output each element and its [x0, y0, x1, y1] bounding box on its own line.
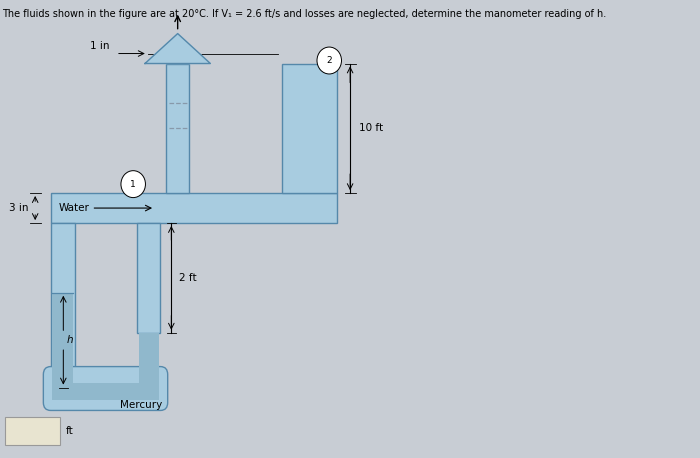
FancyBboxPatch shape	[282, 64, 337, 193]
Text: 1: 1	[130, 180, 136, 189]
Text: 2 ft: 2 ft	[178, 273, 196, 283]
FancyBboxPatch shape	[166, 64, 190, 193]
Text: ft: ft	[66, 426, 74, 436]
FancyBboxPatch shape	[50, 223, 75, 382]
Text: The fluids shown in the figure are at 20°C. If V₁ = 2.6 ft/s and losses are negl: The fluids shown in the figure are at 20…	[3, 9, 607, 19]
Circle shape	[121, 171, 146, 197]
Text: h: h	[67, 335, 74, 345]
FancyBboxPatch shape	[52, 293, 74, 387]
FancyBboxPatch shape	[43, 366, 168, 410]
FancyBboxPatch shape	[52, 382, 159, 400]
FancyBboxPatch shape	[136, 223, 160, 333]
FancyBboxPatch shape	[5, 417, 60, 445]
Text: 10 ft: 10 ft	[359, 123, 384, 133]
Text: 2: 2	[326, 56, 332, 65]
Polygon shape	[145, 33, 210, 64]
Text: Water: Water	[59, 203, 90, 213]
FancyBboxPatch shape	[139, 333, 159, 387]
FancyBboxPatch shape	[50, 193, 337, 223]
Circle shape	[317, 47, 342, 74]
Text: 3 in: 3 in	[9, 203, 29, 213]
Text: Mercury: Mercury	[120, 400, 162, 410]
Text: 1 in: 1 in	[90, 41, 110, 50]
